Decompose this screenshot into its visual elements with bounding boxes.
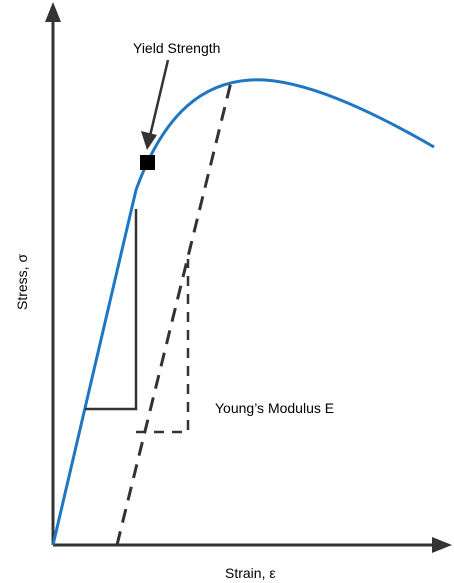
- x-axis-arrow: [432, 537, 452, 553]
- yield-arrow-head: [141, 131, 157, 150]
- y-axis-label: Stress, σ: [14, 254, 30, 310]
- slope-triangle-solid: [85, 209, 138, 411]
- yield-point-marker: [140, 155, 155, 170]
- slope-triangle-dashed: [136, 259, 190, 434]
- yield-arrow-shaft: [148, 59, 170, 137]
- x-axis-label: Strain, ε: [225, 565, 276, 581]
- youngs-modulus-label: Young’s Modulus E: [215, 400, 334, 416]
- dashed-unloading-line: [115, 81, 233, 546]
- yield-strength-label: Yield Strength: [133, 40, 220, 56]
- stress-strain-curve: [51, 78, 435, 546]
- y-axis-arrow: [45, 2, 61, 22]
